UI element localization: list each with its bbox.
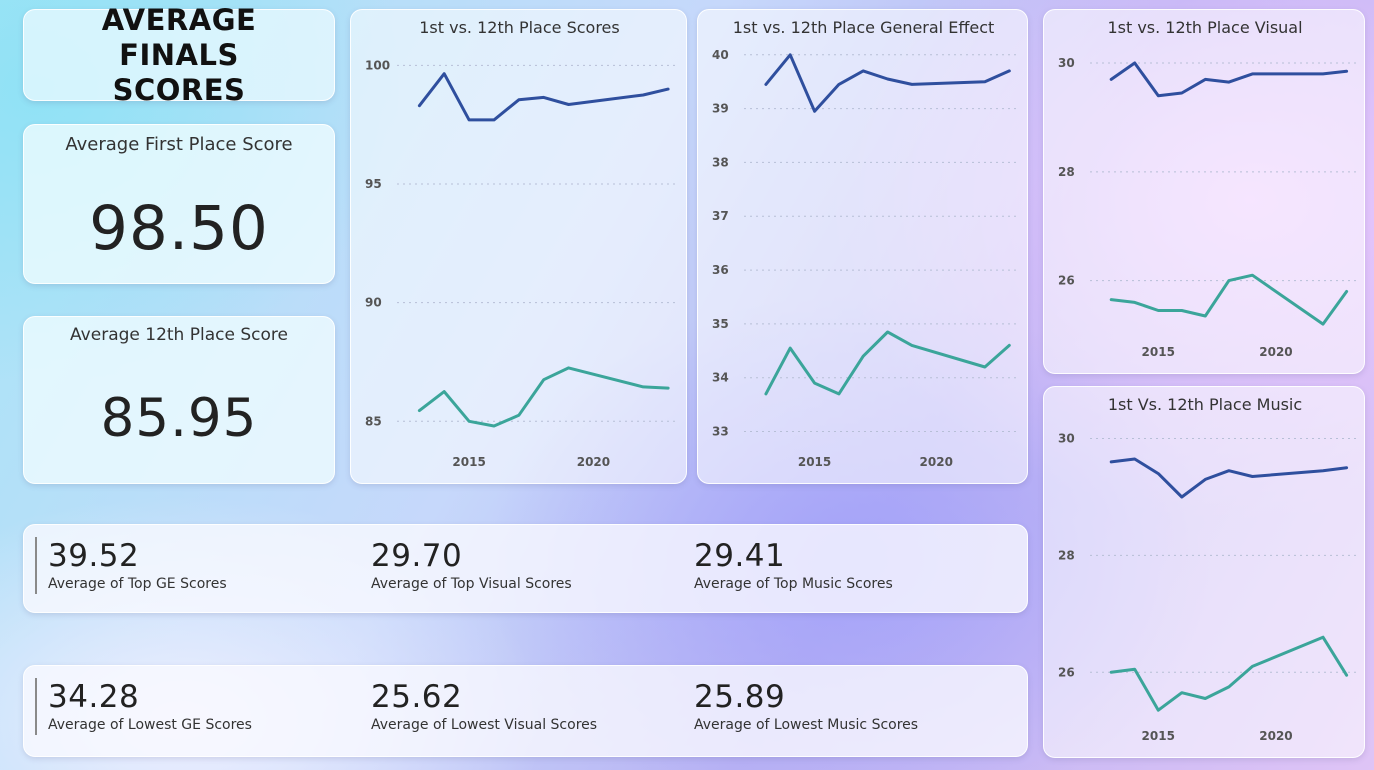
y-tick-label: 26 — [1058, 665, 1075, 679]
stat-low-visual: 25.62 Average of Lowest Visual Scores — [371, 679, 597, 733]
stat-label: Average of Top GE Scores — [48, 576, 227, 592]
y-tick-label: 33 — [712, 425, 729, 439]
lowest-scores-strip: 34.28 Average of Lowest GE Scores 25.62 … — [23, 665, 1028, 757]
series-line-first-place — [417, 72, 670, 122]
y-tick-label: 30 — [1058, 56, 1075, 70]
x-tick-label: 2020 — [920, 455, 953, 469]
stat-value: 25.89 — [694, 679, 786, 715]
stat-value: 34.28 — [48, 679, 140, 715]
x-tick-label: 2015 — [798, 455, 831, 469]
stat-low-ge: 34.28 Average of Lowest GE Scores — [48, 679, 252, 733]
y-tick-label: 28 — [1058, 548, 1075, 562]
y-tick-label: 100 — [365, 58, 390, 72]
chart-card-general-effect: 1st vs. 12th Place General Effect 33 34 35 3… — [697, 9, 1028, 484]
stat-label: Average of Lowest Visual Scores — [371, 717, 598, 733]
y-tick-label: 34 — [712, 371, 729, 385]
series-line-first-place — [764, 53, 1011, 113]
title-card: AVERAGE FINALS SCORES — [23, 3, 335, 107]
y-tick-label: 35 — [712, 317, 729, 331]
kpi-card-twelfth-place: Average 12th Place Score 85.95 — [23, 316, 335, 484]
chart-title: 1st vs. 12th Place Scores — [419, 18, 619, 37]
stat-top-visual: 29.70 Average of Top Visual Scores — [371, 538, 572, 592]
chart-card-scores: 1st vs. 12th Place Scores 85 90 95 100 2015 20… — [350, 9, 687, 484]
stat-top-music: 29.41 Average of Top Music Scores — [694, 538, 893, 592]
series-line-twelfth-place — [1109, 273, 1349, 326]
y-tick-label: 85 — [365, 414, 382, 428]
stat-label: Average of Top Music Scores — [694, 576, 893, 592]
x-tick-label: 2020 — [577, 455, 610, 469]
chart-general-effect: 1st vs. 12th Place General Effect 33 34 35 3… — [712, 18, 1019, 469]
series-line-first-place — [1109, 457, 1349, 499]
kpi-value-twelfth-place: 85.95 — [100, 388, 258, 449]
stat-label: Average of Lowest GE Scores — [48, 717, 252, 733]
kpi-card-first-place: Average First Place Score 98.50 — [23, 124, 335, 284]
stat-label: Average of Top Visual Scores — [371, 576, 572, 592]
y-tick-label: 37 — [712, 209, 729, 223]
divider — [35, 678, 37, 735]
y-tick-label: 36 — [712, 263, 729, 277]
series-line-first-place — [1109, 61, 1349, 98]
stat-value: 25.62 — [371, 679, 463, 715]
y-tick-label: 26 — [1058, 274, 1075, 288]
x-tick-label: 2015 — [1142, 729, 1175, 743]
x-tick-label: 2020 — [1259, 729, 1292, 743]
chart-visual: 1st vs. 12th Place Visual 26 28 30 2015 2020 — [1058, 18, 1356, 359]
stat-value: 29.70 — [371, 538, 463, 574]
kpi-value-first-place: 98.50 — [89, 193, 269, 264]
kpi-label-first-place: Average First Place Score — [65, 134, 293, 155]
page-title: AVERAGE FINALS SCORES — [101, 2, 257, 107]
series-line-twelfth-place — [417, 366, 670, 428]
y-tick-label: 90 — [365, 296, 382, 310]
top-scores-strip: 39.52 Average of Top GE Scores 29.70 Ave… — [23, 524, 1028, 613]
chart-title: 1st vs. 12th Place General Effect — [733, 18, 995, 37]
x-tick-label: 2015 — [1142, 345, 1175, 359]
y-tick-label: 38 — [712, 155, 729, 169]
series-line-twelfth-place — [764, 330, 1011, 396]
chart-card-music: 1st Vs. 12th Place Music 26 28 30 2015 2020 — [1043, 386, 1365, 758]
chart-title: 1st vs. 12th Place Visual — [1107, 18, 1302, 37]
kpi-label-twelfth-place: Average 12th Place Score — [70, 325, 288, 345]
stat-value: 29.41 — [694, 538, 786, 574]
stat-top-ge: 39.52 Average of Top GE Scores — [48, 538, 227, 592]
y-tick-label: 40 — [712, 48, 729, 62]
chart-music: 1st Vs. 12th Place Music 26 28 30 2015 2020 — [1058, 395, 1356, 743]
y-tick-label: 95 — [365, 177, 382, 191]
series-line-twelfth-place — [1109, 635, 1349, 712]
stat-label: Average of Lowest Music Scores — [694, 717, 919, 733]
chart-scores: 1st vs. 12th Place Scores 85 90 95 100 2015 20… — [365, 18, 678, 469]
chart-title: 1st Vs. 12th Place Music — [1108, 395, 1302, 414]
stat-low-music: 25.89 Average of Lowest Music Scores — [694, 679, 918, 733]
stat-value: 39.52 — [48, 538, 140, 574]
divider — [35, 537, 37, 594]
y-tick-label: 30 — [1058, 432, 1075, 446]
y-tick-label: 28 — [1058, 165, 1075, 179]
x-tick-label: 2020 — [1259, 345, 1292, 359]
x-tick-label: 2015 — [452, 455, 485, 469]
chart-card-visual: 1st vs. 12th Place Visual 26 28 30 2015 2020 — [1043, 9, 1365, 374]
y-tick-label: 39 — [712, 102, 729, 116]
